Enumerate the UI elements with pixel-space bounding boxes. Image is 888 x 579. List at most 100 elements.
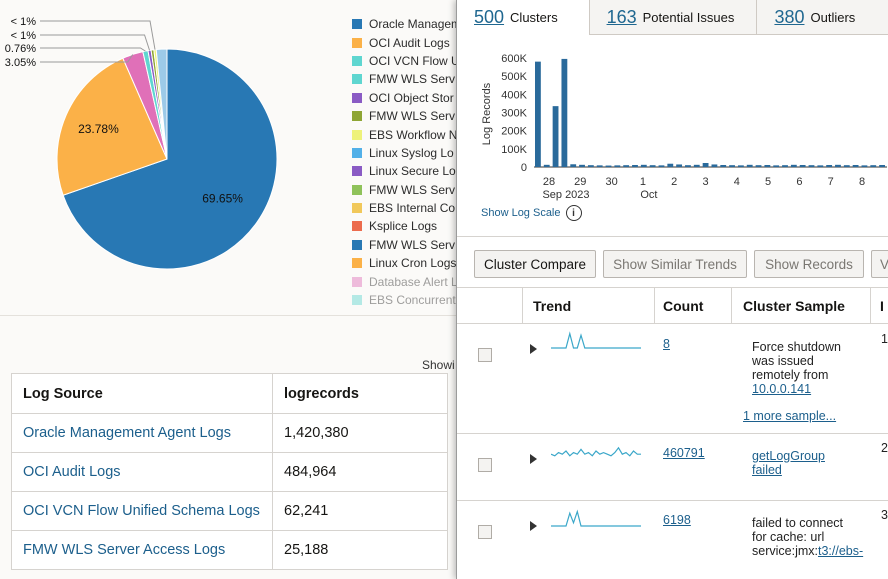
legend-item[interactable]: Database Alert L bbox=[352, 272, 460, 290]
histogram-bar[interactable] bbox=[623, 165, 630, 167]
sparkline-path bbox=[551, 446, 641, 457]
show-log-scale-label[interactable]: Show Log Scale bbox=[481, 207, 561, 219]
legend-item[interactable]: EBS Internal Co bbox=[352, 199, 460, 217]
histogram-bar[interactable] bbox=[614, 165, 621, 167]
cluster-count-link[interactable]: 8 bbox=[663, 337, 670, 351]
histogram-bar[interactable] bbox=[587, 165, 594, 167]
histogram-bar[interactable] bbox=[817, 165, 824, 167]
histogram-bar[interactable] bbox=[729, 165, 735, 167]
column-header-count[interactable]: Count bbox=[663, 298, 704, 314]
pie-slice[interactable] bbox=[155, 48, 168, 160]
legend-item[interactable]: Linux Cron Logs bbox=[352, 254, 460, 272]
histogram-bar[interactable] bbox=[835, 164, 841, 167]
legend-item[interactable]: OCI Audit Logs bbox=[352, 33, 460, 51]
sample-link[interactable]: getLogGroup failed bbox=[752, 449, 825, 477]
more-samples-link[interactable]: 1 more sample... bbox=[743, 409, 837, 423]
tab-clusters[interactable]: 500 Clusters bbox=[457, 0, 590, 35]
column-header-log-source[interactable]: Log Source bbox=[11, 373, 273, 414]
legend-item[interactable]: FMW WLS Serv bbox=[352, 70, 460, 88]
histogram-bar[interactable] bbox=[596, 165, 603, 167]
histogram-bar[interactable] bbox=[782, 165, 788, 167]
histogram-bar[interactable] bbox=[764, 165, 771, 167]
legend-swatch bbox=[352, 276, 362, 287]
show-log-scale-link[interactable]: Show Log Scale i bbox=[481, 205, 582, 221]
histogram-bar[interactable] bbox=[649, 165, 656, 167]
histogram-bar[interactable] bbox=[852, 165, 859, 167]
tab-potential-issues[interactable]: 163 Potential Issues bbox=[590, 0, 758, 34]
column-header-trend[interactable]: Trend bbox=[533, 298, 572, 314]
histogram-bar[interactable] bbox=[658, 165, 665, 167]
x-tick-label: 1 bbox=[640, 176, 646, 188]
sample-ip-link[interactable]: 10.0.0.141 bbox=[752, 382, 812, 396]
histogram-bar[interactable] bbox=[773, 165, 780, 167]
log-source-link[interactable]: FMW WLS Server Access Logs bbox=[23, 542, 226, 558]
column-header-next[interactable]: I bbox=[880, 298, 884, 314]
cluster-compare-button[interactable]: Cluster Compare bbox=[474, 250, 596, 278]
legend-item[interactable]: FMW WLS Serv bbox=[352, 236, 460, 254]
histogram-bar[interactable] bbox=[755, 165, 762, 167]
histogram-bar[interactable] bbox=[720, 165, 727, 167]
legend-item[interactable]: Ksplice Logs bbox=[352, 217, 460, 235]
cluster-count-link[interactable]: 460791 bbox=[663, 446, 705, 460]
record-count: 484,964 bbox=[272, 452, 448, 492]
row-checkbox[interactable] bbox=[478, 458, 492, 472]
histogram-bar[interactable] bbox=[685, 165, 691, 167]
column-header-logrecords[interactable]: logrecords bbox=[272, 373, 448, 414]
histogram-bar[interactable] bbox=[543, 164, 550, 167]
histogram-bar[interactable] bbox=[711, 164, 718, 167]
histogram-bar[interactable] bbox=[843, 165, 850, 167]
expand-row-icon[interactable] bbox=[530, 344, 537, 354]
legend-item[interactable]: OCI Object Stor bbox=[352, 89, 460, 107]
tab-outliers[interactable]: 380 Outliers bbox=[757, 0, 888, 34]
histogram-bar[interactable] bbox=[561, 58, 568, 167]
pie-slice[interactable] bbox=[62, 48, 278, 270]
info-icon[interactable]: i bbox=[565, 205, 582, 221]
log-source-link[interactable]: OCI VCN Flow Unified Schema Logs bbox=[23, 503, 260, 519]
x-tick-label: 5 bbox=[765, 176, 771, 188]
histogram-bar[interactable] bbox=[702, 163, 709, 167]
histogram-bar[interactable] bbox=[552, 106, 559, 167]
legend-item[interactable]: FMW WLS Serv bbox=[352, 181, 460, 199]
histogram-bar[interactable] bbox=[535, 61, 541, 167]
expand-row-icon[interactable] bbox=[530, 521, 537, 531]
histogram-bar[interactable] bbox=[640, 164, 647, 167]
histogram-bar[interactable] bbox=[737, 165, 744, 167]
histogram-bar[interactable] bbox=[693, 164, 700, 167]
histogram-bar[interactable] bbox=[676, 164, 683, 167]
cluster-count-link[interactable]: 6198 bbox=[663, 513, 691, 527]
legend-item[interactable]: Linux Secure Lo bbox=[352, 162, 460, 180]
row-checkbox[interactable] bbox=[478, 348, 492, 362]
legend-item[interactable]: EBS Concurrent bbox=[352, 291, 460, 309]
histogram-bar[interactable] bbox=[870, 165, 877, 167]
legend-item[interactable]: Oracle Managem bbox=[352, 15, 460, 33]
histogram-bar[interactable] bbox=[808, 165, 815, 167]
legend-item[interactable]: FMW WLS Serv bbox=[352, 107, 460, 125]
histogram-bar[interactable] bbox=[861, 165, 868, 167]
histogram-bar[interactable] bbox=[579, 164, 585, 167]
pie-slice[interactable] bbox=[56, 57, 168, 196]
histogram-bar[interactable] bbox=[632, 165, 638, 167]
legend-item[interactable]: EBS Workflow N bbox=[352, 125, 460, 143]
column-header-cluster-sample[interactable]: Cluster Sample bbox=[743, 298, 845, 314]
row-checkbox[interactable] bbox=[478, 525, 492, 539]
expand-row-icon[interactable] bbox=[530, 454, 537, 464]
show-records-button[interactable]: Show Records bbox=[754, 250, 864, 278]
sample-url-link[interactable]: t3://ebs- bbox=[817, 544, 864, 558]
show-similar-trends-button[interactable]: Show Similar Trends bbox=[603, 250, 747, 278]
x-tick-sublabel: Sep 2023 bbox=[542, 189, 589, 201]
legend-label: EBS Concurrent bbox=[369, 293, 456, 308]
legend-item[interactable]: OCI VCN Flow U bbox=[352, 52, 460, 70]
histogram-bar[interactable] bbox=[799, 165, 806, 167]
histogram-bar[interactable] bbox=[605, 165, 612, 167]
log-source-link[interactable]: OCI Audit Logs bbox=[23, 464, 121, 480]
histogram-bar[interactable] bbox=[879, 165, 885, 167]
histogram-bar[interactable] bbox=[790, 164, 797, 167]
histogram-bar[interactable] bbox=[746, 164, 753, 167]
log-source-link[interactable]: Oracle Management Agent Logs bbox=[23, 425, 231, 441]
record-count: 1,420,380 bbox=[272, 413, 448, 453]
histogram-bar[interactable] bbox=[667, 163, 674, 167]
legend-item[interactable]: Linux Syslog Lo bbox=[352, 144, 460, 162]
histogram-bar[interactable] bbox=[826, 165, 833, 167]
histogram-bar[interactable] bbox=[570, 164, 577, 167]
more-actions-button[interactable]: V bbox=[871, 250, 888, 278]
